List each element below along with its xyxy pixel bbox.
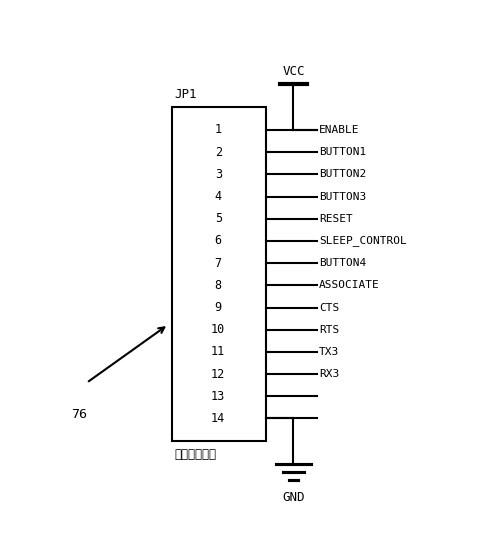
Text: 76: 76 bbox=[71, 408, 87, 421]
Text: 1: 1 bbox=[215, 123, 222, 136]
Text: 2: 2 bbox=[215, 146, 222, 159]
Text: TX3: TX3 bbox=[319, 347, 339, 357]
Text: RESET: RESET bbox=[319, 214, 353, 224]
Text: RX3: RX3 bbox=[319, 369, 339, 379]
Text: RTS: RTS bbox=[319, 325, 339, 334]
Text: ディスプレイ: ディスプレイ bbox=[174, 448, 216, 460]
Text: 6: 6 bbox=[215, 235, 222, 248]
Text: 14: 14 bbox=[211, 412, 225, 425]
Text: 3: 3 bbox=[215, 168, 222, 181]
Text: 10: 10 bbox=[211, 323, 225, 336]
Text: 12: 12 bbox=[211, 368, 225, 381]
Text: BUTTON4: BUTTON4 bbox=[319, 258, 366, 268]
Text: CTS: CTS bbox=[319, 302, 339, 313]
Text: 7: 7 bbox=[215, 257, 222, 270]
Text: ENABLE: ENABLE bbox=[319, 125, 359, 135]
Text: 11: 11 bbox=[211, 345, 225, 358]
Text: SLEEP_CONTROL: SLEEP_CONTROL bbox=[319, 236, 407, 247]
Text: JP1: JP1 bbox=[174, 88, 197, 100]
Text: 5: 5 bbox=[215, 212, 222, 225]
Text: BUTTON3: BUTTON3 bbox=[319, 192, 366, 201]
Text: VCC: VCC bbox=[282, 65, 305, 78]
Bar bbox=[172, 107, 266, 441]
Text: 13: 13 bbox=[211, 390, 225, 403]
Text: ASSOCIATE: ASSOCIATE bbox=[319, 280, 380, 291]
Text: 4: 4 bbox=[215, 190, 222, 203]
Text: 8: 8 bbox=[215, 279, 222, 292]
Text: GND: GND bbox=[282, 491, 305, 504]
Text: BUTTON1: BUTTON1 bbox=[319, 147, 366, 157]
Text: 9: 9 bbox=[215, 301, 222, 314]
Text: BUTTON2: BUTTON2 bbox=[319, 169, 366, 179]
